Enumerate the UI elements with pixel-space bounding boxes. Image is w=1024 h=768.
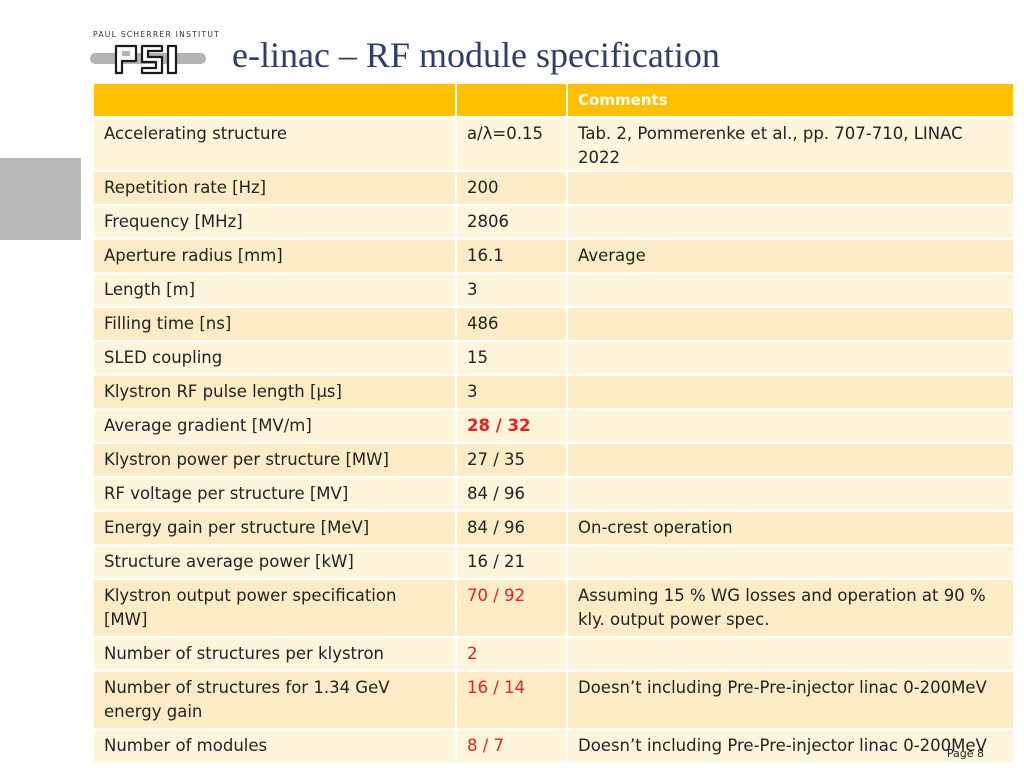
header-comments: Comments: [568, 84, 1013, 118]
cell-comment: [568, 172, 1013, 206]
cell-value: 3: [457, 376, 568, 410]
cell-comment: [568, 478, 1013, 512]
cell-comment: [568, 410, 1013, 444]
table-row: SLED coupling 15: [94, 342, 1013, 376]
cell-value: 70 / 92: [457, 580, 568, 638]
cell-parameter: Length [m]: [94, 274, 457, 308]
cell-value: 200: [457, 172, 568, 206]
cell-comment: Doesn’t including Pre-Pre-injector linac…: [568, 672, 1013, 730]
cell-comment: Tab. 2, Pommerenke et al., pp. 707-710, …: [568, 118, 1013, 172]
cell-value: 84 / 96: [457, 478, 568, 512]
cell-parameter: Number of structures for 1.34 GeV energy…: [94, 672, 457, 730]
cell-parameter: Number of modules: [94, 730, 457, 764]
table-row: Klystron RF pulse length [µs] 3: [94, 376, 1013, 410]
cell-value: 486: [457, 308, 568, 342]
cell-comment: [568, 638, 1013, 672]
table-row: Filling time [ns] 486: [94, 308, 1013, 342]
cell-comment: On-crest operation: [568, 512, 1013, 546]
cell-value: 28 / 32: [457, 410, 568, 444]
table-row: RF voltage per structure [MV] 84 / 96: [94, 478, 1013, 512]
cell-comment: [568, 546, 1013, 580]
cell-parameter: Filling time [ns]: [94, 308, 457, 342]
cell-parameter: Number of structures per klystron: [94, 638, 457, 672]
table-row: Repetition rate [Hz] 200: [94, 172, 1013, 206]
cell-parameter: RF voltage per structure [MV]: [94, 478, 457, 512]
cell-parameter: Klystron RF pulse length [µs]: [94, 376, 457, 410]
logo-institute-name: PAUL SCHERRER INSTITUT: [93, 30, 221, 39]
cell-value: 2806: [457, 206, 568, 240]
table-row: Frequency [MHz] 2806: [94, 206, 1013, 240]
table-row: Number of modules 8 / 7 Doesn’t including …: [94, 730, 1013, 764]
cell-comment: [568, 274, 1013, 308]
cell-comment: Assuming 15 % WG losses and operation at…: [568, 580, 1013, 638]
cell-parameter: Repetition rate [Hz]: [94, 172, 457, 206]
cell-value: 84 / 96: [457, 512, 568, 546]
page-title: e-linac – RF module specification: [232, 35, 720, 75]
cell-comment: Average: [568, 240, 1013, 274]
table-row: Aperture radius [mm] 16.1 Average: [94, 240, 1013, 274]
cell-value: 16.1: [457, 240, 568, 274]
table-row: Average gradient [MV/m] 28 / 32: [94, 410, 1013, 444]
cell-parameter: Structure average power [kW]: [94, 546, 457, 580]
cell-parameter: Energy gain per structure [MeV]: [94, 512, 457, 546]
spec-table: Comments Accelerating structure a/λ=0.15 T…: [94, 84, 1013, 764]
cell-comment: [568, 444, 1013, 478]
cell-comment: [568, 206, 1013, 240]
cell-parameter: Average gradient [MV/m]: [94, 410, 457, 444]
psi-logo-mark: [90, 44, 206, 75]
page-number: Page 8: [946, 747, 984, 760]
table-row: Klystron output power specification [MW]…: [94, 580, 1013, 638]
cell-comment: [568, 308, 1013, 342]
cell-value: a/λ=0.15: [457, 118, 568, 172]
table-row: Length [m] 3: [94, 274, 1013, 308]
cell-value: 3: [457, 274, 568, 308]
cell-value: 8 / 7: [457, 730, 568, 764]
cell-parameter: Aperture radius [mm]: [94, 240, 457, 274]
table-body: Accelerating structure a/λ=0.15 Tab. 2, Po…: [94, 118, 1013, 764]
table-row: Accelerating structure a/λ=0.15 Tab. 2, Po…: [94, 118, 1013, 172]
header-parameter: [94, 84, 457, 118]
header-value: [457, 84, 568, 118]
table-header-row: Comments: [94, 84, 1013, 118]
cell-comment: [568, 376, 1013, 410]
table-row: Structure average power [kW] 16 / 21: [94, 546, 1013, 580]
side-marker: [0, 158, 81, 240]
cell-value: 2: [457, 638, 568, 672]
cell-parameter: Klystron output power specification [MW]: [94, 580, 457, 638]
table-row: Energy gain per structure [MeV] 84 / 96 On…: [94, 512, 1013, 546]
cell-value: 15: [457, 342, 568, 376]
cell-value: 16 / 21: [457, 546, 568, 580]
cell-parameter: Klystron power per structure [MW]: [94, 444, 457, 478]
cell-parameter: Frequency [MHz]: [94, 206, 457, 240]
cell-comment: Doesn’t including Pre-Pre-injector linac…: [568, 730, 1013, 764]
table-row: Number of structures for 1.34 GeV energy…: [94, 672, 1013, 730]
cell-parameter: SLED coupling: [94, 342, 457, 376]
cell-value: 16 / 14: [457, 672, 568, 730]
table-row: Klystron power per structure [MW] 27 / 35: [94, 444, 1013, 478]
cell-value: 27 / 35: [457, 444, 568, 478]
psi-logo: PAUL SCHERRER INSTITUT: [90, 30, 219, 76]
cell-comment: [568, 342, 1013, 376]
table-row: Number of structures per klystron 2: [94, 638, 1013, 672]
cell-parameter: Accelerating structure: [94, 118, 457, 172]
